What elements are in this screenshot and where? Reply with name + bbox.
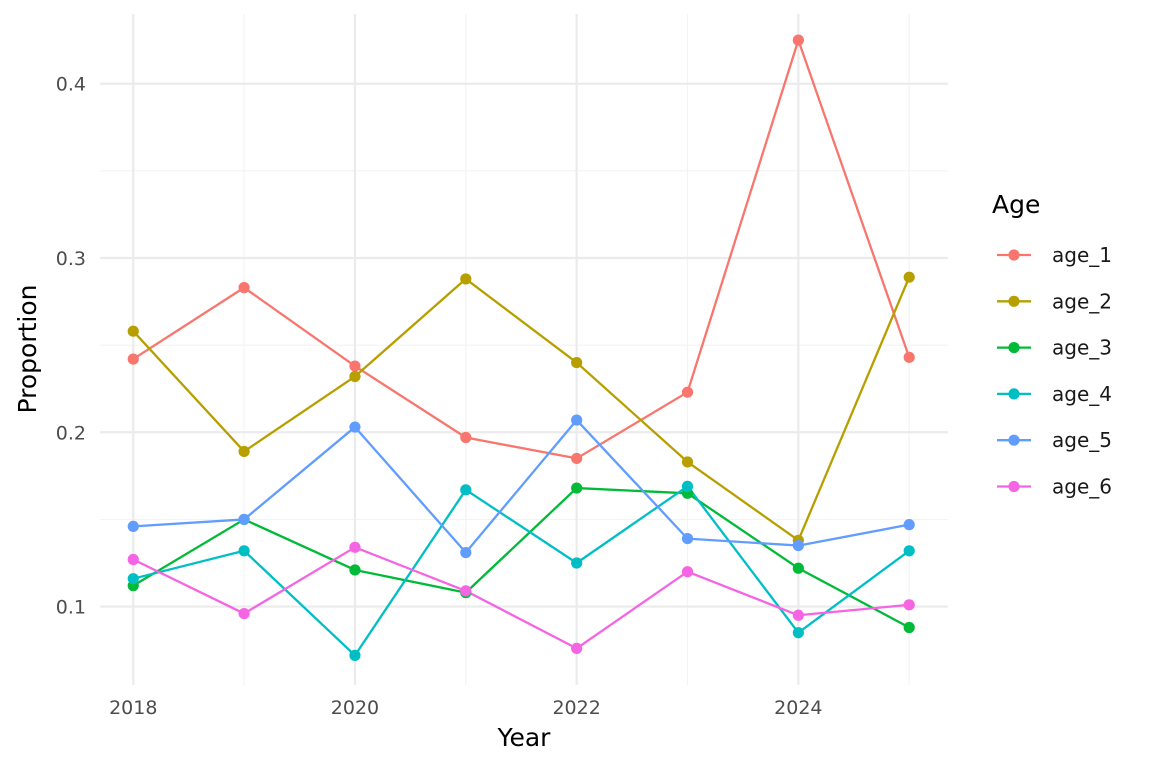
series-points <box>127 34 915 661</box>
legend-key-point <box>1008 295 1020 307</box>
data-point-age_1 <box>349 360 361 372</box>
legend-title: Age <box>992 190 1040 219</box>
x-axis-ticks: 2018 2020 2022 2024 <box>109 697 822 719</box>
data-point-age_4 <box>460 484 472 496</box>
data-point-age_5 <box>349 421 361 433</box>
data-point-age_1 <box>460 431 472 444</box>
x-tick-label: 2020 <box>331 697 379 719</box>
data-point-age_2 <box>571 356 583 369</box>
legend-item-age_5: age_5 <box>997 428 1112 452</box>
y-tick-label: 0.4 <box>56 74 86 96</box>
data-point-age_2 <box>127 325 139 337</box>
x-tick-label: 2022 <box>552 697 600 719</box>
legend-key-point <box>1008 249 1020 261</box>
y-axis-title: Proportion <box>13 285 42 414</box>
data-point-age_1 <box>571 452 583 465</box>
legend-item-age_3: age_3 <box>997 336 1112 360</box>
x-axis-title: Year <box>497 723 552 752</box>
legend-label: age_5 <box>1052 428 1112 452</box>
data-point-age_6 <box>460 585 472 597</box>
legend-item-age_1: age_1 <box>997 243 1112 267</box>
series-lines <box>132 38 911 657</box>
legend-label: age_1 <box>1052 243 1112 267</box>
data-point-age_2 <box>903 271 915 283</box>
data-point-age_6 <box>349 541 361 553</box>
data-point-age_4 <box>571 557 583 569</box>
series-line-age_2 <box>132 276 911 542</box>
data-point-age_1 <box>792 34 804 46</box>
legend-item-age_6: age_6 <box>997 475 1112 499</box>
data-point-age_5 <box>238 513 250 526</box>
data-point-age_1 <box>127 353 139 365</box>
legend-key-point <box>1008 434 1020 446</box>
data-point-age_4 <box>238 545 250 557</box>
data-point-age_6 <box>127 553 139 566</box>
series-line-age_3 <box>132 486 910 629</box>
data-point-age_4 <box>792 627 804 639</box>
data-point-age_5 <box>903 519 915 531</box>
y-axis-ticks: 0.1 0.2 0.3 0.4 <box>56 74 86 619</box>
legend-key-point <box>1008 342 1020 354</box>
series-line-age_4 <box>132 485 910 657</box>
data-point-age_3 <box>903 621 915 634</box>
data-point-age_6 <box>571 642 583 655</box>
data-point-age_4 <box>349 649 361 661</box>
data-point-age_1 <box>238 282 250 294</box>
series-line-age_6 <box>132 546 910 650</box>
data-point-age_2 <box>349 370 361 383</box>
data-point-age_3 <box>571 482 583 494</box>
grid <box>100 14 948 685</box>
y-tick-label: 0.1 <box>56 597 86 619</box>
legend-label: age_2 <box>1052 289 1112 313</box>
data-point-age_2 <box>238 445 250 458</box>
data-point-age_3 <box>792 562 804 574</box>
y-tick-label: 0.2 <box>56 422 86 444</box>
data-point-age_1 <box>903 351 915 363</box>
data-point-age_5 <box>681 533 694 545</box>
data-point-age_4 <box>681 480 694 492</box>
y-tick-label: 0.3 <box>56 248 86 270</box>
series-line-age_1 <box>132 38 911 460</box>
series-line-age_5 <box>133 418 910 554</box>
data-point-age_6 <box>238 607 250 620</box>
data-point-age_6 <box>903 599 915 611</box>
legend: Age age_1 age_2 age_3 age_4 age_5 age_6 <box>992 190 1112 499</box>
legend-label: age_6 <box>1052 475 1112 499</box>
data-point-age_5 <box>792 539 804 552</box>
data-point-age_1 <box>681 386 694 398</box>
legend-items: age_1 age_2 age_3 age_4 age_5 age_6 <box>997 243 1112 499</box>
legend-label: age_3 <box>1052 336 1112 360</box>
legend-key-point <box>1008 388 1020 400</box>
data-point-age_4 <box>903 545 915 557</box>
data-point-age_6 <box>792 609 804 621</box>
data-point-age_5 <box>460 546 472 559</box>
x-tick-label: 2024 <box>774 697 822 719</box>
data-point-age_6 <box>681 566 694 578</box>
data-point-age_4 <box>127 573 139 585</box>
data-point-age_5 <box>127 520 139 533</box>
legend-item-age_4: age_4 <box>997 382 1112 406</box>
legend-item-age_2: age_2 <box>997 289 1112 313</box>
data-point-age_3 <box>349 564 361 576</box>
data-point-age_2 <box>460 273 472 285</box>
legend-key-point <box>1008 480 1020 493</box>
legend-label: age_4 <box>1052 382 1112 406</box>
data-point-age_2 <box>681 456 694 468</box>
x-tick-label: 2018 <box>109 697 157 719</box>
data-point-age_5 <box>571 414 583 426</box>
